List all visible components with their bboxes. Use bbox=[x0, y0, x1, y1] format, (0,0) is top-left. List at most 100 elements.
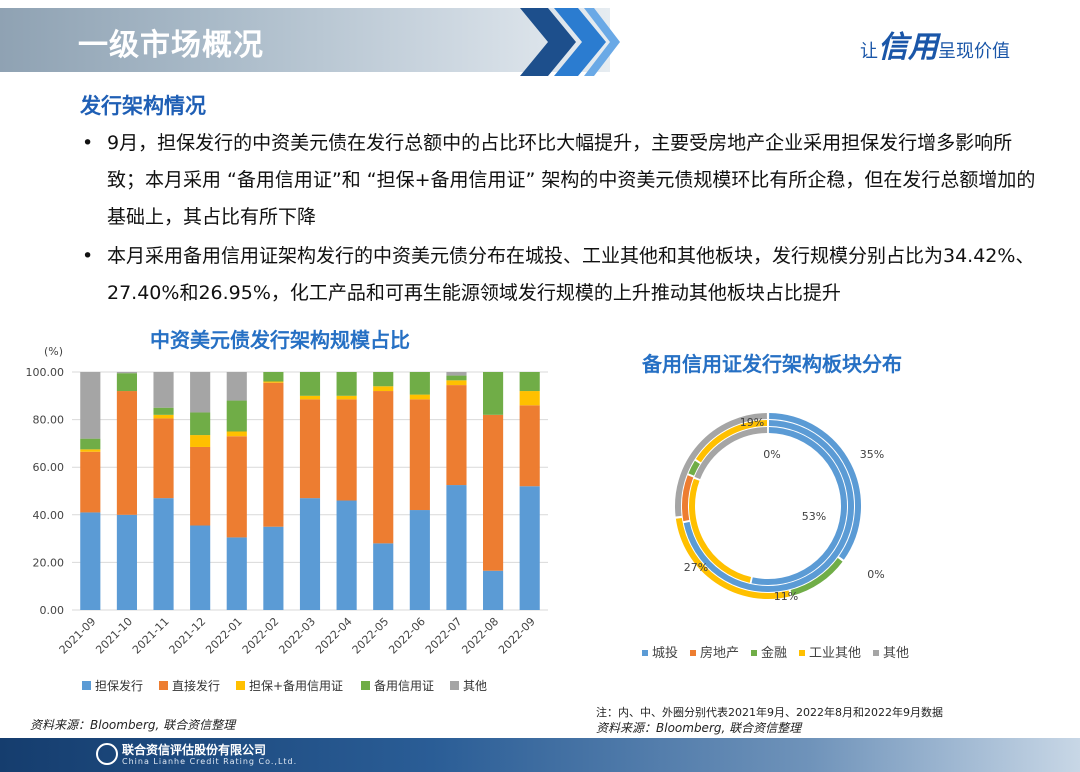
x-tick-label: 2021-10 bbox=[93, 615, 135, 657]
section-title: 发行架构情况 bbox=[80, 94, 206, 118]
bar-segment bbox=[299, 399, 321, 499]
bar-segment bbox=[80, 512, 101, 610]
bar-segment bbox=[483, 570, 504, 610]
x-tick-label: 2021-09 bbox=[57, 615, 99, 657]
bar-segment bbox=[116, 514, 137, 610]
donut-slice bbox=[694, 427, 768, 480]
bar-segment bbox=[153, 414, 174, 419]
right-chart-note: 注：内、中、外圈分别代表2021年9月、2022年8月和2022年9月数据 bbox=[596, 706, 943, 719]
donut-slice bbox=[682, 475, 694, 522]
footer: 联合资信评估股份有限公司 China Lianhe Credit Rating … bbox=[0, 738, 1080, 772]
x-tick-label: 2022-05 bbox=[350, 615, 392, 657]
legend-label: 担保发行 bbox=[95, 678, 143, 693]
bar-segment bbox=[519, 405, 540, 487]
bullet-marker: • bbox=[82, 245, 94, 267]
bar-segment bbox=[80, 451, 101, 513]
data-label: 11% bbox=[774, 590, 798, 603]
chevron-decoration-icon bbox=[520, 8, 620, 76]
bar-segment bbox=[226, 436, 247, 538]
y-tick-label: 0.00 bbox=[40, 604, 65, 617]
legend-label: 城投 bbox=[652, 645, 678, 661]
y-tick-label: 40.00 bbox=[33, 509, 65, 522]
bar-segment bbox=[80, 372, 101, 439]
legend-label: 房地产 bbox=[700, 645, 739, 661]
legend-label: 金融 bbox=[761, 645, 787, 661]
bar-segment bbox=[226, 431, 247, 437]
legend-swatch bbox=[450, 681, 459, 690]
y-tick-label: 60.00 bbox=[33, 461, 65, 474]
x-tick-label: 2022-02 bbox=[240, 615, 282, 657]
legend-swatch bbox=[236, 681, 245, 690]
bar-segment bbox=[299, 498, 321, 610]
bar-segment bbox=[116, 391, 137, 515]
left-chart-title: 中资美元债发行架构规模占比 bbox=[150, 328, 410, 352]
bar-segment bbox=[80, 438, 101, 450]
legend-swatch bbox=[159, 681, 168, 690]
bullet-item: • 本月采用备用信用证架构发行的中资美元债分布在城投、工业其他和其他板块，发行规… bbox=[82, 238, 1042, 312]
bar-segment bbox=[336, 395, 357, 400]
bar-segment bbox=[336, 399, 357, 501]
legend-label: 备用信用证 bbox=[374, 679, 434, 693]
right-source-note: 资料来源：Bloomberg, 联合资信整理 bbox=[596, 721, 802, 735]
bar-segment bbox=[446, 485, 467, 610]
legend-swatch bbox=[873, 650, 879, 656]
stacked-bar-chart: (%) 0.00 20.00 40.00 60.00 80.00 100.00 2021-09… bbox=[26, 345, 548, 693]
slogan-suffix: 呈现价值 bbox=[938, 41, 1010, 62]
bar-segment bbox=[226, 400, 247, 432]
data-label: 0% bbox=[763, 448, 780, 461]
legend-swatch bbox=[751, 650, 757, 656]
bar-segment bbox=[190, 446, 211, 526]
donut-slice bbox=[683, 420, 854, 592]
donut-slice bbox=[675, 517, 791, 599]
bar-segment bbox=[483, 414, 504, 571]
bar-segment bbox=[519, 391, 540, 406]
y-tick-label: 20.00 bbox=[33, 556, 65, 569]
x-tick-label: 2021-11 bbox=[130, 615, 172, 657]
footer-company-name-en: China Lianhe Credit Rating Co.,Ltd. bbox=[122, 757, 298, 766]
legend-label: 担保+备用信用证 bbox=[249, 679, 343, 693]
donut-slice bbox=[695, 420, 768, 463]
data-label: 53% bbox=[802, 510, 826, 523]
bar-segment bbox=[263, 382, 284, 527]
legend-swatch bbox=[690, 650, 696, 656]
slogan: 让信用呈现价值 bbox=[860, 22, 1010, 66]
bullet-item: • 9月，担保发行的中资美元债在发行总额中的占比环比大幅提升，主要受房地产企业采… bbox=[82, 125, 1042, 236]
x-tick-label: 2022-07 bbox=[423, 615, 465, 657]
bar-segment bbox=[373, 543, 394, 610]
bar-segment bbox=[409, 510, 430, 610]
page-title: 一级市场概况 bbox=[78, 28, 264, 63]
legend-swatch bbox=[82, 681, 91, 690]
bar-segment bbox=[153, 498, 174, 610]
company-logo-icon bbox=[96, 743, 118, 765]
bar-segment bbox=[190, 372, 211, 413]
legend-swatch bbox=[361, 681, 370, 690]
bar-segment bbox=[153, 418, 174, 499]
donut-slice bbox=[790, 557, 843, 596]
donut-slice bbox=[688, 460, 700, 476]
right-chart-title: 备用信用证发行架构板块分布 bbox=[642, 352, 902, 376]
data-label: 0% bbox=[867, 568, 884, 581]
bullet-text: 9月，担保发行的中资美元债在发行总额中的占比环比大幅提升，主要受房地产企业采用担… bbox=[107, 132, 1036, 228]
donut-slice bbox=[675, 413, 767, 517]
header: 一级市场概况 让信用呈现价值 bbox=[0, 0, 1080, 76]
bar-segment bbox=[519, 372, 540, 392]
x-tick-label: 2022-04 bbox=[313, 615, 355, 657]
slogan-highlight: 信用 bbox=[878, 30, 938, 65]
donut-chart: 35% 19% 0% 53% 0% 27% 11% 城投 房地产 金融 工业其他 其他 bbox=[642, 413, 909, 661]
bar-segment bbox=[446, 380, 467, 386]
data-label: 19% bbox=[740, 416, 764, 429]
bar-segment bbox=[153, 407, 174, 415]
bar-segment bbox=[336, 500, 357, 610]
bar-segment bbox=[299, 395, 321, 400]
donut-slice bbox=[689, 478, 752, 583]
x-tick-label: 2022-03 bbox=[276, 615, 318, 657]
bar-segment bbox=[226, 537, 247, 610]
bar-segment bbox=[299, 372, 321, 396]
bullet-text: 本月采用备用信用证架构发行的中资美元债分布在城投、工业其他和其他板块，发行规模分… bbox=[107, 245, 1035, 304]
legend-label: 其他 bbox=[883, 646, 909, 661]
bar-segment bbox=[373, 386, 394, 392]
legend-swatch bbox=[799, 650, 805, 656]
left-source-note: 资料来源：Bloomberg, 联合资信整理 bbox=[30, 718, 236, 732]
bar-segment bbox=[263, 526, 284, 610]
y-tick-label: 80.00 bbox=[33, 414, 65, 427]
